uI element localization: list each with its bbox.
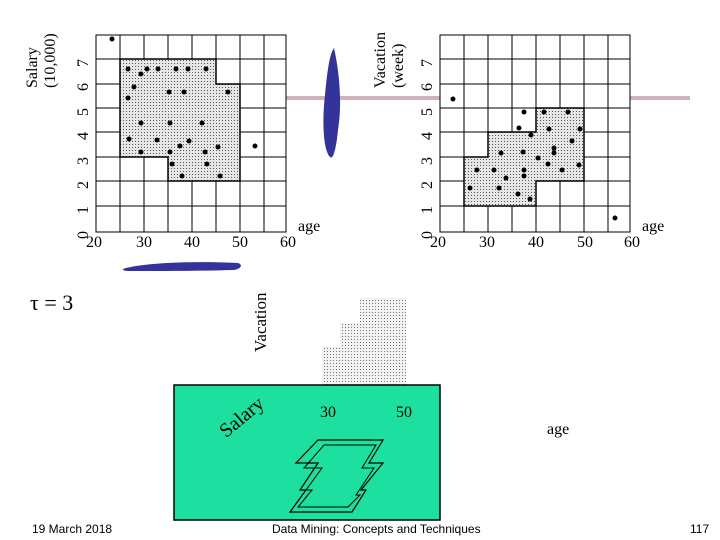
left-ylabel-line2: (10,000) xyxy=(42,33,59,88)
left-ytick-1: 1 xyxy=(75,206,92,214)
left-ylabel-line1: Salary xyxy=(24,47,41,88)
right-data-points xyxy=(450,96,618,221)
salary-projection-blob xyxy=(323,48,341,158)
right-xtick-60: 60 xyxy=(624,234,640,251)
right-ylabel-line2: (week) xyxy=(390,43,407,88)
right-ytick-1: 1 xyxy=(419,206,436,214)
vacation-stair-block xyxy=(322,298,406,385)
cube-tick-30: 30 xyxy=(320,404,336,421)
left-ytick-2: 2 xyxy=(75,181,92,189)
left-xlabel: age xyxy=(298,218,321,235)
left-ytick-6: 6 xyxy=(75,83,92,91)
left-xtick-40: 40 xyxy=(184,234,200,251)
right-ytick-5: 5 xyxy=(419,108,436,116)
right-dense-region xyxy=(463,107,585,207)
vacation-axis-label: Vacation xyxy=(251,292,270,352)
age-projection-blob xyxy=(122,262,241,271)
cluster-outline-inner xyxy=(296,444,377,508)
right-xtick-50: 50 xyxy=(577,234,593,251)
right-xtick-20: 20 xyxy=(430,234,446,251)
right-ytick-4: 4 xyxy=(419,132,436,140)
cube-xlabel: age xyxy=(547,421,570,438)
left-xtick-30: 30 xyxy=(136,234,152,251)
left-data-points xyxy=(109,36,258,179)
left-dense-region xyxy=(119,58,241,182)
right-xtick-30: 30 xyxy=(479,234,495,251)
left-ytick-5: 5 xyxy=(75,108,92,116)
tau-label: τ = 3 xyxy=(30,290,74,315)
left-ylabel: Salary (10,000) xyxy=(24,33,60,88)
right-ylabel: Vacation (week) xyxy=(372,32,408,88)
left-ytick-4: 4 xyxy=(75,132,92,140)
right-xtick-40: 40 xyxy=(528,234,544,251)
footer-date: 19 March 2018 xyxy=(32,522,113,536)
right-xlabel: age xyxy=(642,218,665,235)
footer-title: Data Mining: Concepts and Techniques xyxy=(272,522,481,536)
cube-front-face xyxy=(173,384,441,521)
right-ytick-6: 6 xyxy=(419,83,436,91)
left-xtick-60: 60 xyxy=(280,234,296,251)
left-ytick-3: 3 xyxy=(75,157,92,165)
footer-page-number: 117 xyxy=(690,522,710,536)
right-ylabel-line1: Vacation xyxy=(372,32,389,88)
right-ytick-3: 3 xyxy=(419,157,436,165)
cube-tick-50: 50 xyxy=(396,404,412,421)
left-xtick-50: 50 xyxy=(232,234,248,251)
left-ytick-7: 7 xyxy=(75,59,92,67)
right-ytick-7: 7 xyxy=(419,59,436,67)
cluster-outline xyxy=(288,439,385,513)
right-ytick-2: 2 xyxy=(419,181,436,189)
left-xtick-20: 20 xyxy=(86,234,102,251)
